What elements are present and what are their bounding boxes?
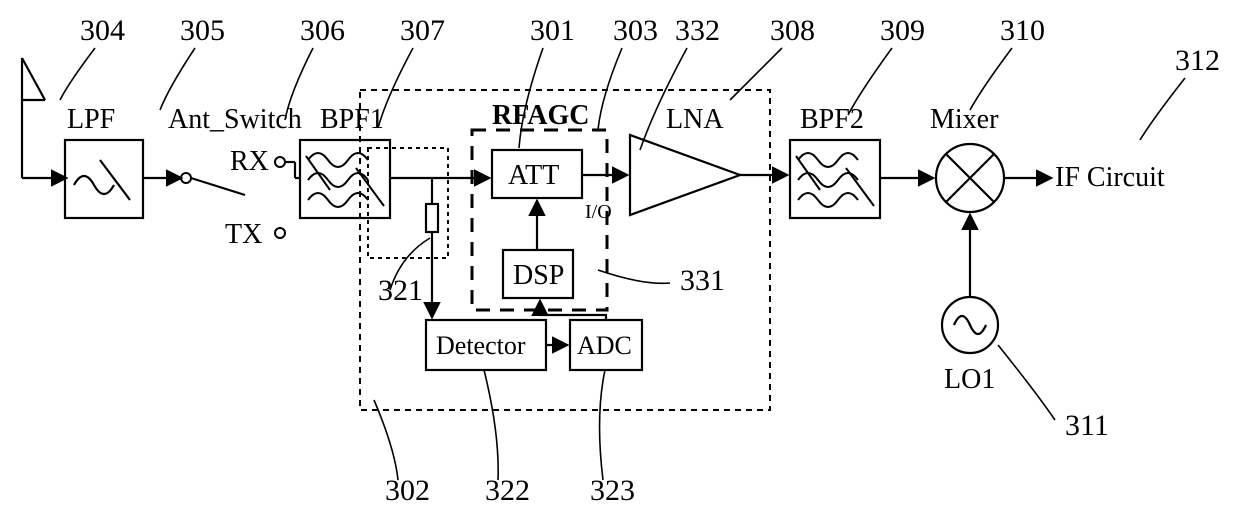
att-label: ATT [508,160,559,191]
bpf2-label: BPF2 [800,104,864,135]
mixer-label: Mixer [930,104,999,135]
antenna-icon [22,58,45,178]
lpf-label: LPF [67,104,115,135]
svg-text:321: 321 [378,274,423,307]
lpf-block [65,140,143,218]
bpf1-block [300,140,390,218]
dsp-label: DSP [513,260,564,291]
detector-label: Detector [436,331,526,360]
lo1-block [942,297,998,353]
callout-texts: 304 305 306 307 301 303 332 308 309 310 … [80,14,1220,507]
bpf2-block [790,140,880,218]
bpf1-label: BPF1 [320,104,384,135]
svg-text:306: 306 [300,14,345,47]
if-circuit-label: IF Circuit [1055,162,1165,193]
switch-arm [191,178,245,195]
mixer-block [936,144,1004,212]
svg-text:307: 307 [400,14,445,47]
tx-label: TX [225,219,262,250]
svg-text:312: 312 [1175,44,1220,77]
svg-text:323: 323 [590,474,635,507]
rfagc-label: RFAGC [492,100,589,131]
lo1-label: LO1 [944,364,995,395]
svg-text:331: 331 [680,264,725,297]
svg-text:322: 322 [485,474,530,507]
coupler-icon [426,204,438,232]
rx-label: RX [230,146,269,177]
svg-text:308: 308 [770,14,815,47]
svg-text:302: 302 [385,474,430,507]
svg-text:311: 311 [1065,409,1109,442]
adc-label: ADC [577,331,632,360]
svg-text:301: 301 [530,14,575,47]
svg-text:304: 304 [80,14,125,47]
svg-text:303: 303 [613,14,658,47]
svg-text:332: 332 [675,14,720,47]
lna-block [630,135,740,215]
svg-text:310: 310 [1000,14,1045,47]
ant-switch-label: Ant_Switch [168,104,302,135]
lna-label: LNA [666,104,724,135]
svg-text:305: 305 [180,14,225,47]
svg-text:309: 309 [880,14,925,47]
io-label: I/O [585,201,612,223]
rf-block-diagram: LPF Ant_Switch RX TX BPF1 RFAGC ATT DSP … [0,0,1239,532]
